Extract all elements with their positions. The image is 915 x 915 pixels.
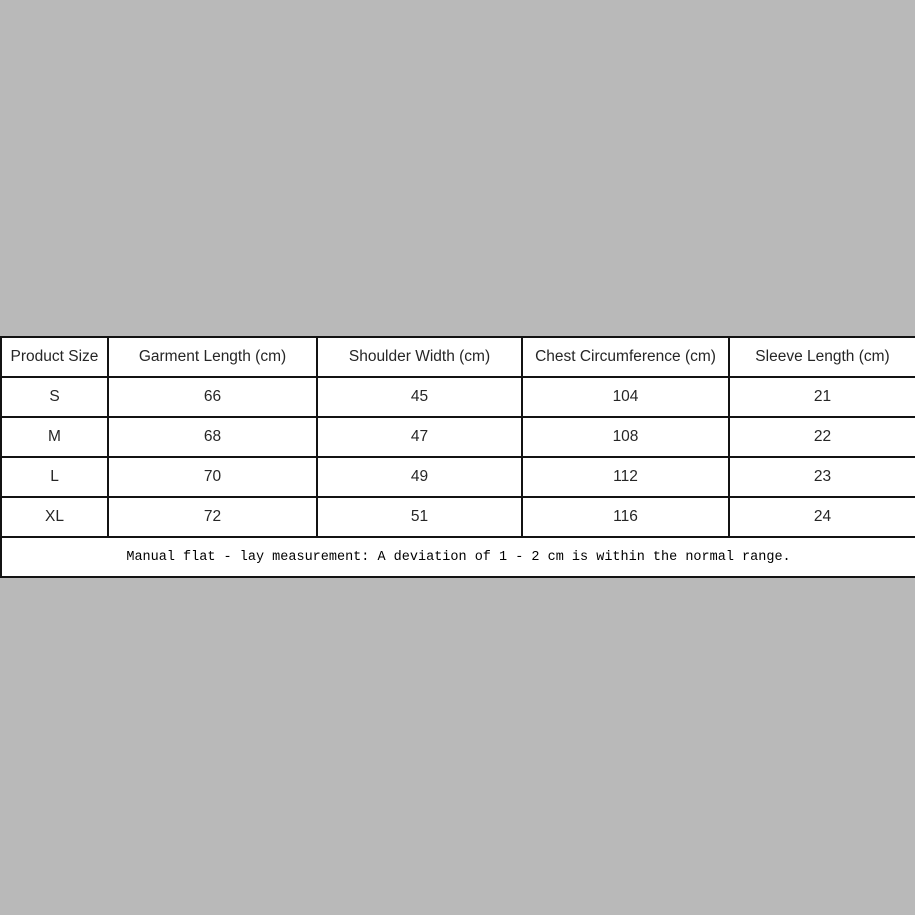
shoulder-width-cell: 51 (316, 496, 523, 538)
sleeve-length-cell: 24 (728, 496, 915, 538)
size-row-m: M 68 47 108 22 (0, 416, 915, 458)
size-chart: Product Size Garment Length (cm) Shoulde… (0, 336, 915, 578)
chest-circumference-cell: 116 (521, 496, 730, 538)
sleeve-length-cell: 21 (728, 376, 915, 418)
garment-length-cell: 70 (107, 456, 318, 498)
size-row-l: L 70 49 112 23 (0, 456, 915, 498)
shoulder-width-cell: 47 (316, 416, 523, 458)
header-row: Product Size Garment Length (cm) Shoulde… (0, 336, 915, 378)
garment-length-cell: 68 (107, 416, 318, 458)
column-header-garment-length: Garment Length (cm) (107, 336, 318, 378)
column-header-shoulder-width: Shoulder Width (cm) (316, 336, 523, 378)
size-label-cell: XL (0, 496, 109, 538)
column-header-product-size: Product Size (0, 336, 109, 378)
measurement-note: Manual flat - lay measurement: A deviati… (0, 536, 915, 578)
size-label-cell: L (0, 456, 109, 498)
shoulder-width-cell: 45 (316, 376, 523, 418)
size-label-cell: M (0, 416, 109, 458)
size-label-cell: S (0, 376, 109, 418)
size-row-xl: XL 72 51 116 24 (0, 496, 915, 538)
column-header-sleeve-length: Sleeve Length (cm) (728, 336, 915, 378)
chest-circumference-cell: 108 (521, 416, 730, 458)
size-row-s: S 66 45 104 21 (0, 376, 915, 418)
size-chart-table: Product Size Garment Length (cm) Shoulde… (0, 336, 915, 578)
chest-circumference-cell: 112 (521, 456, 730, 498)
chest-circumference-cell: 104 (521, 376, 730, 418)
sleeve-length-cell: 23 (728, 456, 915, 498)
note-row: Manual flat - lay measurement: A deviati… (0, 536, 915, 578)
garment-length-cell: 66 (107, 376, 318, 418)
sleeve-length-cell: 22 (728, 416, 915, 458)
column-header-chest-circumference: Chest Circumference (cm) (521, 336, 730, 378)
garment-length-cell: 72 (107, 496, 318, 538)
shoulder-width-cell: 49 (316, 456, 523, 498)
